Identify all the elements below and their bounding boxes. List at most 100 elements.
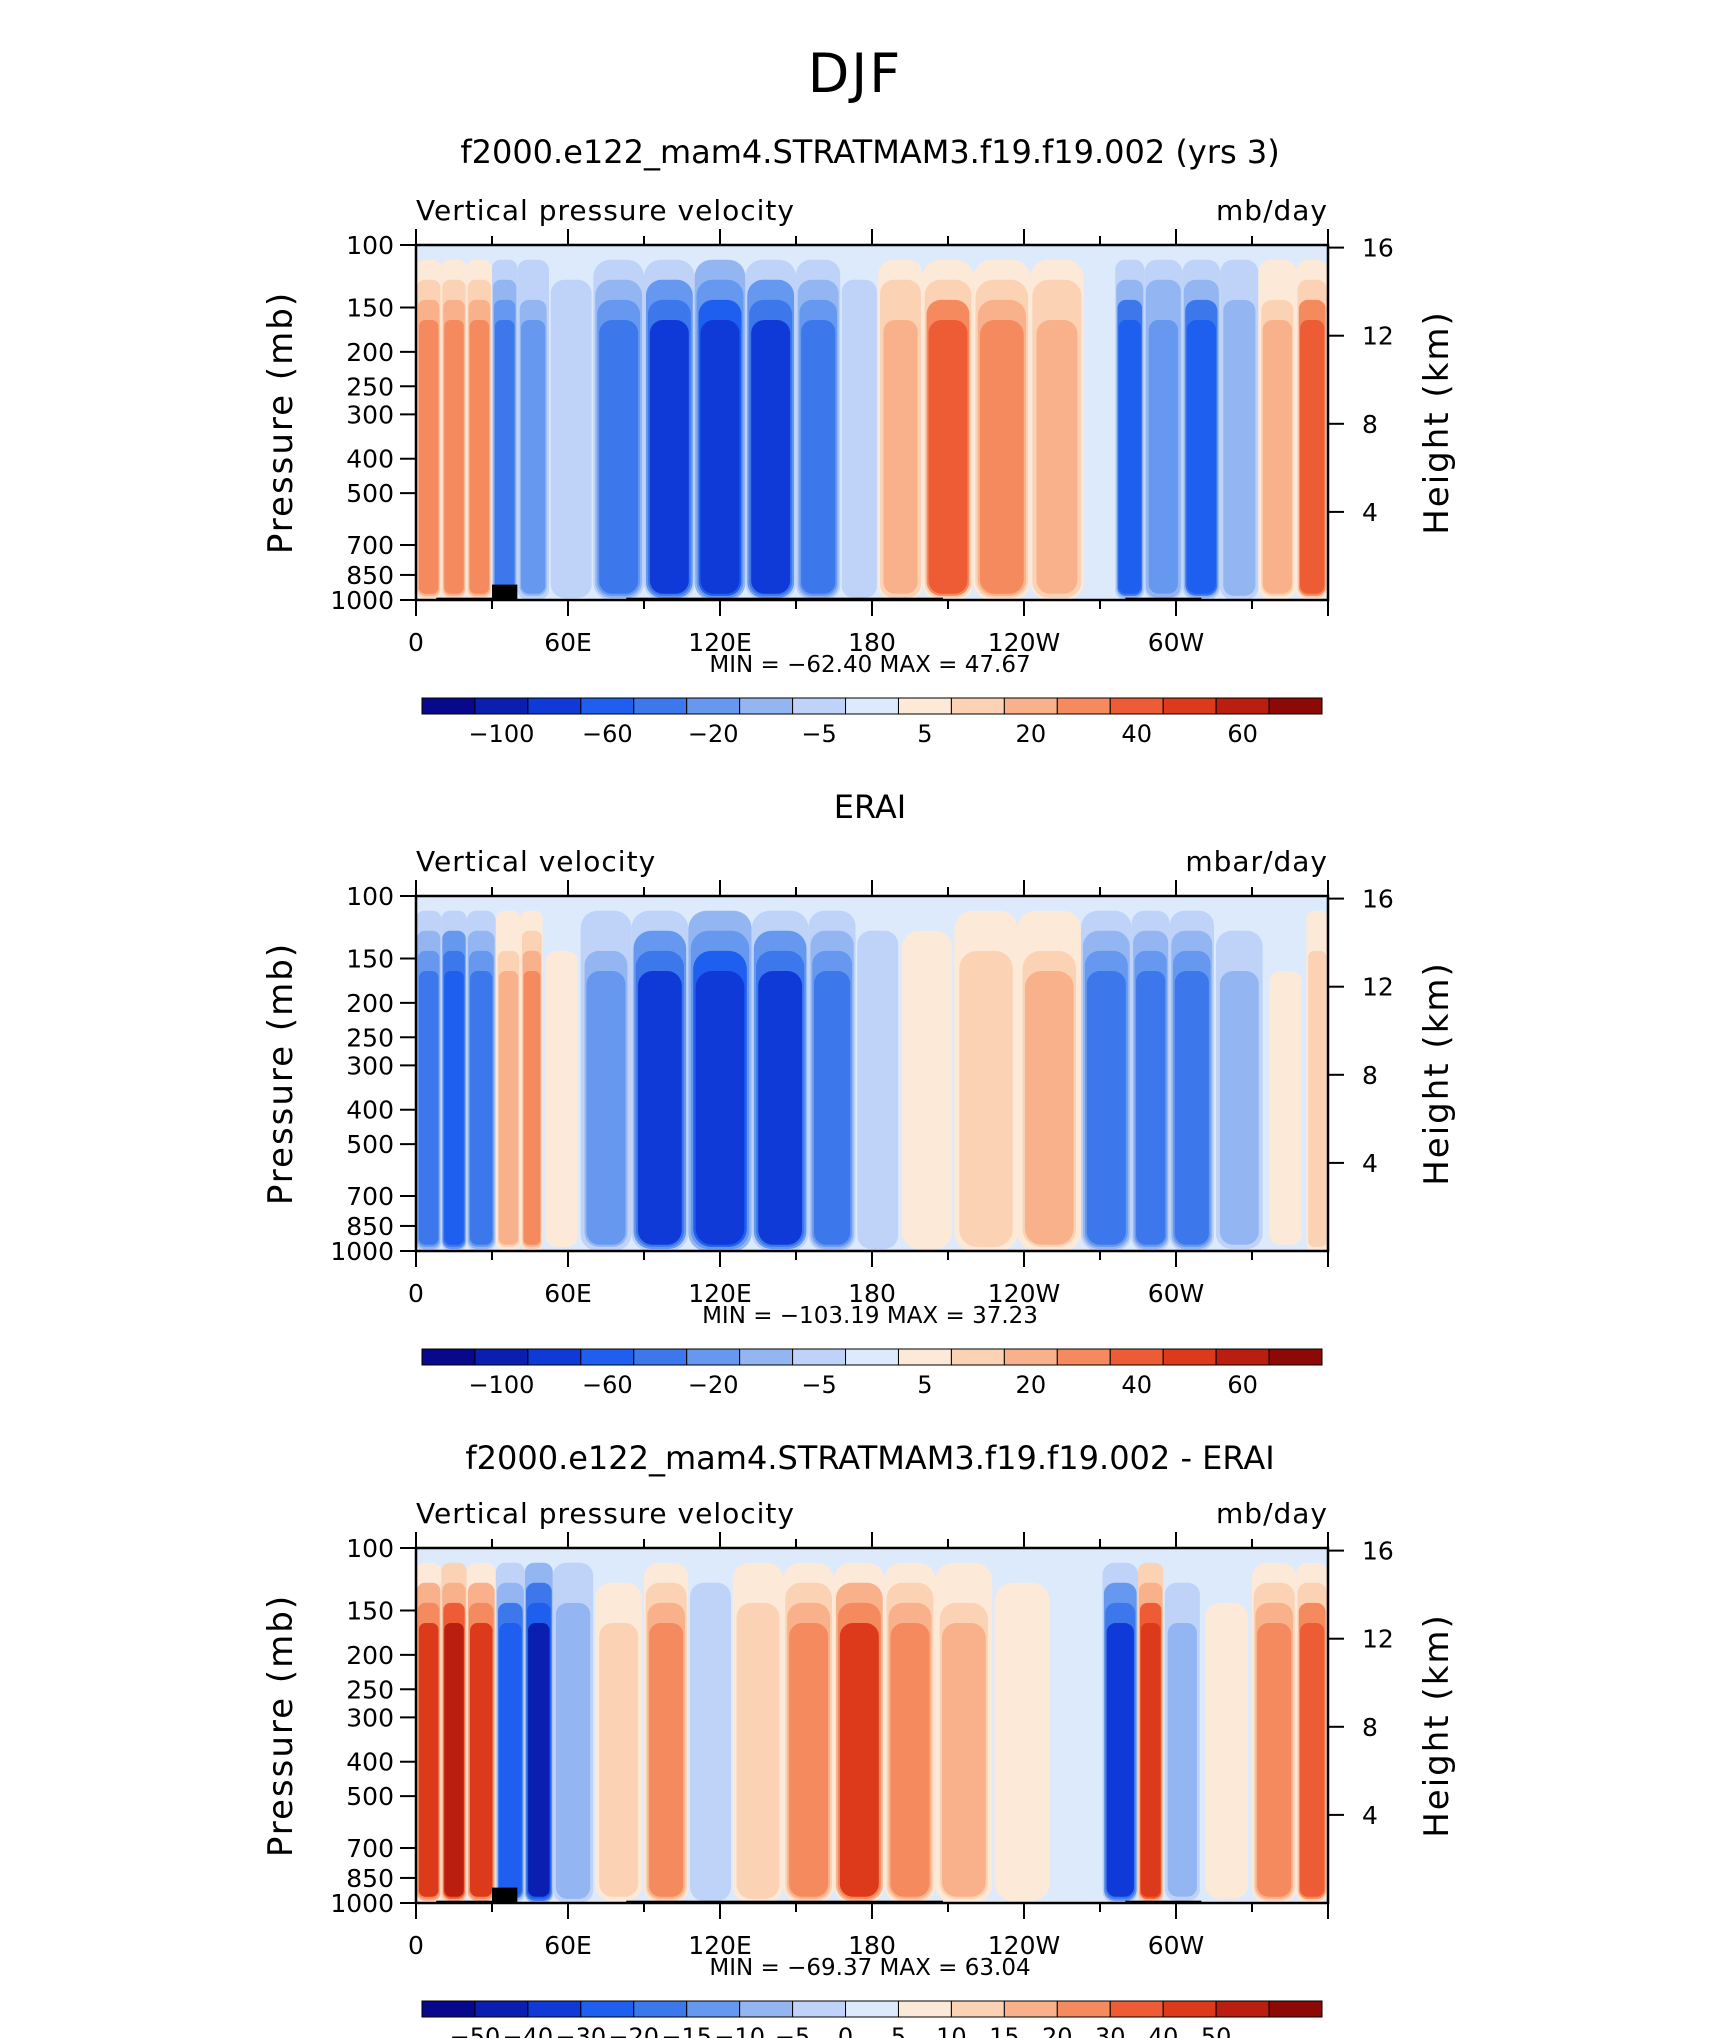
y-tick-label: 100 bbox=[346, 882, 394, 911]
field-contours bbox=[416, 259, 1328, 600]
contour-band bbox=[1186, 320, 1216, 594]
y-tick-label: 400 bbox=[346, 1748, 394, 1777]
y2-tick-label: 16 bbox=[1362, 1537, 1394, 1566]
y2-tick-label: 16 bbox=[1362, 234, 1394, 263]
y-tick-label: 150 bbox=[346, 294, 394, 323]
x-tick-label: 180 bbox=[848, 1279, 896, 1308]
contour-band bbox=[557, 1623, 589, 1897]
contour-band bbox=[751, 320, 791, 594]
y-tick-label: 500 bbox=[346, 479, 394, 508]
contour-band bbox=[839, 1623, 879, 1897]
y2-tick-label: 16 bbox=[1362, 885, 1394, 914]
contour-band bbox=[1269, 971, 1302, 1245]
colorbar-label: 50 bbox=[1201, 2023, 1232, 2038]
panel-variable-label: Vertical pressure velocity bbox=[416, 1497, 795, 1530]
colorbar-segment bbox=[845, 2000, 899, 2018]
contour-band bbox=[1036, 320, 1078, 594]
panel-title: f2000.e122_mam4.STRATMAM3.f19.f19.002 - … bbox=[465, 1439, 1274, 1477]
x-tick-label: 0 bbox=[408, 1279, 424, 1308]
contour-band bbox=[520, 320, 546, 594]
colorbar-label: −60 bbox=[582, 1371, 633, 1399]
y2-tick-label: 4 bbox=[1362, 498, 1378, 527]
chart-panel-2: ERAI Vertical velocity mbar/day 0 60E 120E 180… bbox=[261, 788, 1457, 1399]
x-tick-label: 120E bbox=[688, 1279, 752, 1308]
colorbar-segment bbox=[474, 1348, 529, 1366]
colorbar-label: −5 bbox=[801, 720, 836, 748]
y-tick-label: 300 bbox=[346, 400, 394, 429]
contour-band bbox=[554, 320, 589, 594]
min-max-stats: MIN = −62.40 MAX = 47.67 bbox=[709, 652, 1030, 678]
contour-band bbox=[1024, 971, 1074, 1245]
colorbar-label: 10 bbox=[936, 2023, 967, 2038]
y-tick-label: 400 bbox=[346, 445, 394, 474]
colorbar-label: 0 bbox=[838, 2023, 853, 2038]
contour-band bbox=[547, 971, 577, 1245]
y2-tick-label: 4 bbox=[1362, 1149, 1378, 1178]
panel-units-label: mbar/day bbox=[1185, 845, 1328, 878]
contour-band bbox=[418, 1623, 439, 1897]
colorbar-segment bbox=[739, 2000, 794, 2018]
colorbar-segment bbox=[792, 2000, 847, 2018]
x-tick-label: 120W bbox=[988, 1931, 1060, 1960]
colorbar-segment bbox=[527, 2000, 582, 2018]
colorbar-segment bbox=[950, 697, 1005, 715]
contour-band bbox=[523, 971, 541, 1245]
contour-band bbox=[1148, 320, 1178, 594]
colorbar-label: −5 bbox=[801, 1371, 836, 1399]
colorbar-label: 20 bbox=[1016, 1371, 1047, 1399]
colorbar-segment bbox=[897, 1348, 952, 1366]
colorbar-segment bbox=[1162, 2000, 1217, 2018]
x-tick-label: 60E bbox=[544, 1279, 592, 1308]
contour-band bbox=[693, 1623, 728, 1897]
contour-band bbox=[470, 971, 493, 1245]
colorbar-label: −20 bbox=[688, 720, 739, 748]
min-max-stats: MIN = −69.37 MAX = 63.04 bbox=[709, 1955, 1030, 1981]
contour-band bbox=[649, 320, 689, 594]
contour-band bbox=[1167, 1623, 1197, 1897]
colorbar-segment bbox=[1056, 2000, 1111, 2018]
colorbar-label: −60 bbox=[582, 720, 633, 748]
panel-variable-label: Vertical velocity bbox=[416, 845, 656, 878]
y-tick-label: 300 bbox=[346, 1703, 394, 1732]
colorbar-segment bbox=[421, 1348, 476, 1366]
colorbar-segment bbox=[845, 1348, 899, 1366]
colorbar-segment bbox=[527, 1348, 582, 1366]
y-tick-label: 200 bbox=[346, 1641, 394, 1670]
colorbar-label: −100 bbox=[468, 1371, 534, 1399]
colorbar-label: −30 bbox=[555, 2023, 606, 2038]
y2-tick-label: 8 bbox=[1362, 1061, 1378, 1090]
page-title: DJF bbox=[807, 42, 903, 105]
colorbar-segment bbox=[580, 697, 635, 715]
contour-band bbox=[1308, 971, 1326, 1245]
y-tick-label: 1000 bbox=[330, 1237, 394, 1266]
colorbar-segment bbox=[686, 1348, 741, 1366]
colorbar-segment bbox=[527, 697, 582, 715]
y-tick-label: 250 bbox=[346, 372, 394, 401]
x-tick-label: 60W bbox=[1148, 628, 1205, 657]
y-tick-label: 200 bbox=[346, 338, 394, 367]
chart-panel-1: f2000.e122_mam4.STRATMAM3.f19.f19.002 (y… bbox=[261, 133, 1457, 748]
colorbar-segment bbox=[1003, 2000, 1058, 2018]
y-tick-label: 300 bbox=[346, 1051, 394, 1080]
colorbar-label: 5 bbox=[917, 1371, 932, 1399]
y-tick-label: 1000 bbox=[330, 586, 394, 615]
contour-band bbox=[1118, 320, 1141, 594]
contour-band bbox=[700, 320, 740, 594]
x-tick-label: 180 bbox=[848, 1931, 896, 1960]
colorbar-segment bbox=[474, 2000, 529, 2018]
contour-band bbox=[1299, 1623, 1325, 1897]
colorbar-segment bbox=[1215, 2000, 1270, 2018]
contour-band bbox=[444, 971, 464, 1245]
panel-title: f2000.e122_mam4.STRATMAM3.f19.f19.002 (y… bbox=[460, 133, 1279, 171]
y2-tick-label: 12 bbox=[1362, 1625, 1394, 1654]
contour-band bbox=[999, 1623, 1045, 1897]
colorbar-label: −100 bbox=[468, 720, 534, 748]
contour-band bbox=[470, 1623, 493, 1897]
x-tick-label: 120W bbox=[988, 1279, 1060, 1308]
y-tick-label: 400 bbox=[346, 1096, 394, 1125]
contour-band bbox=[801, 320, 836, 594]
y-tick-label: 250 bbox=[346, 1023, 394, 1052]
min-max-stats: MIN = −103.19 MAX = 37.23 bbox=[702, 1303, 1038, 1329]
contour-band bbox=[979, 320, 1024, 594]
